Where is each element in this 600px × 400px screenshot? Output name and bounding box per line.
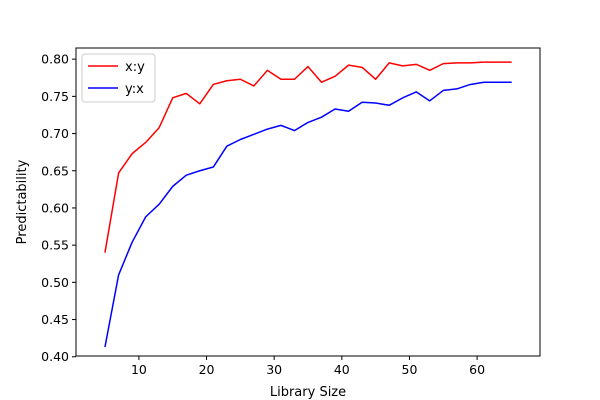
y-tick-label-0-45: 0.45 (41, 312, 69, 327)
x-tick-label-40: 40 (334, 362, 350, 377)
y-tick-label-0-65: 0.65 (41, 163, 69, 178)
y-tick-label-0-40: 0.40 (41, 349, 69, 364)
y-tick-label-0-70: 0.70 (41, 126, 69, 141)
plot-area-frame (75, 47, 541, 357)
x-tick-label-10: 10 (131, 362, 147, 377)
y-tick-label-0-55: 0.55 (41, 238, 69, 253)
y-tick-label-0-50: 0.50 (41, 275, 69, 290)
series-line-x-y (104, 61, 512, 253)
y-axis-label: Predictability (15, 159, 30, 244)
legend-label-y-x: y:x (125, 82, 144, 97)
y-tick-label-0-80: 0.80 (41, 52, 69, 67)
x-axis-label: Library Size (270, 385, 346, 400)
x-tick-label-20: 20 (199, 362, 215, 377)
y-tick-label-0-60: 0.60 (41, 200, 69, 215)
x-tick-label-50: 50 (402, 362, 418, 377)
y-tick-label-0-75: 0.75 (41, 89, 69, 104)
series-line-y-x (104, 81, 512, 348)
x-tick-label-30: 30 (266, 362, 282, 377)
x-tick-label-60: 60 (469, 362, 485, 377)
series-lines (104, 61, 512, 348)
y-axis-ticks: 0.40 0.45 0.50 0.55 0.60 0.65 0.70 0.75 0.80 (41, 52, 76, 364)
legend-label-x-y: x:y (125, 60, 145, 75)
legend: x:y y:x (81, 53, 156, 103)
x-axis-ticks: 10 20 30 40 50 60 (131, 356, 485, 377)
